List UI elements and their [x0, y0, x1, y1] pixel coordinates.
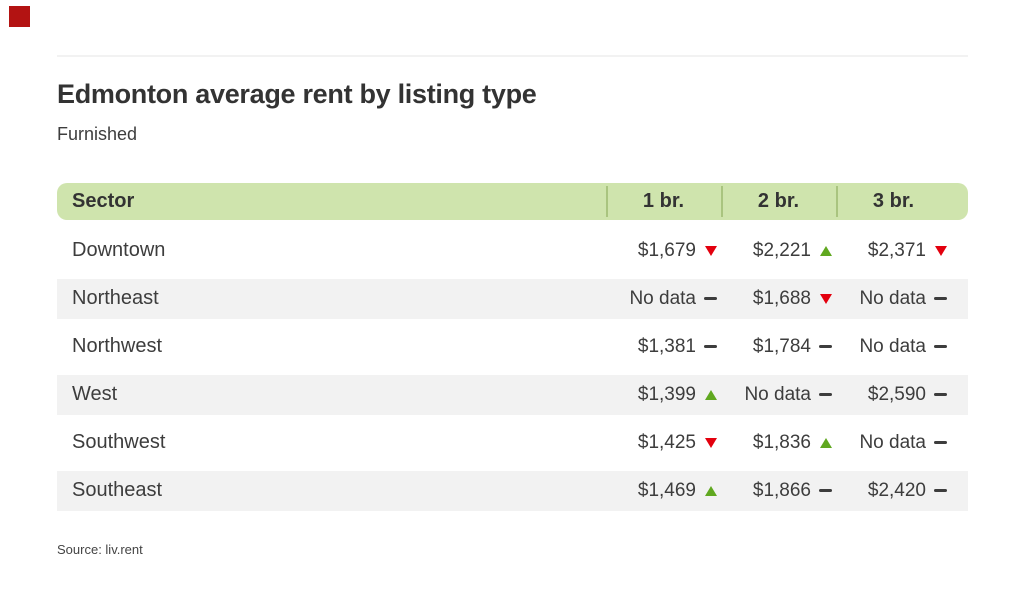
trend-flat-icon — [819, 489, 832, 492]
rent-value: $1,425 — [637, 431, 696, 453]
column-header-2br: 2 br. — [721, 183, 836, 220]
infographic-panel: Edmonton average rent by listing type Fu… — [57, 55, 968, 557]
rent-cell: $2,590 — [836, 375, 951, 415]
rent-cell: No data — [836, 419, 951, 467]
column-header-1br: 1 br. — [606, 183, 721, 220]
table-header-row: Sector 1 br. 2 br. 3 br. — [57, 182, 968, 220]
rent-value: No data — [859, 335, 926, 357]
rent-cell: $1,425 — [606, 419, 721, 467]
rent-value: $1,399 — [637, 383, 696, 405]
rent-table: Sector 1 br. 2 br. 3 br. Downtown $1,679… — [57, 182, 968, 515]
trend-down-icon — [704, 438, 717, 448]
rent-cell: $2,420 — [836, 471, 951, 511]
table-body: Downtown $1,679 $2,221 $2,371 Northeast … — [57, 227, 968, 515]
subtitle: Furnished — [57, 124, 138, 144]
rent-value: $1,688 — [752, 287, 811, 309]
trend-up-icon — [819, 438, 832, 448]
rent-cell: $2,221 — [721, 227, 836, 275]
rent-value: $2,371 — [867, 239, 926, 261]
table-row: Southeast $1,469 $1,866 $2,420 — [57, 466, 968, 515]
trend-flat-icon — [934, 441, 947, 444]
rent-value: $1,469 — [637, 479, 696, 501]
rent-cell: No data — [606, 279, 721, 319]
table-row: Southwest $1,425 $1,836 No data — [57, 419, 968, 467]
rent-value: $2,420 — [867, 479, 926, 501]
page-title: Edmonton average rent by listing type — [57, 79, 537, 109]
trend-up-icon — [704, 486, 717, 496]
trend-down-icon — [934, 246, 947, 256]
rent-cell: $1,688 — [721, 279, 836, 319]
rent-value: No data — [859, 431, 926, 453]
trend-down-icon — [704, 246, 717, 256]
sector-label: Southwest — [72, 431, 166, 454]
rent-cell: $1,381 — [606, 323, 721, 371]
brand-badge — [9, 6, 30, 27]
sector-label: Northeast — [72, 287, 159, 310]
trend-flat-icon — [819, 393, 832, 396]
trend-flat-icon — [819, 345, 832, 348]
rent-value: No data — [629, 287, 696, 309]
table-row: Northwest $1,381 $1,784 No data — [57, 323, 968, 371]
rent-value: $2,221 — [752, 239, 811, 261]
rent-cell: $1,836 — [721, 419, 836, 467]
rent-value: $2,590 — [867, 383, 926, 405]
rent-cell: No data — [721, 375, 836, 415]
rent-value: $1,784 — [752, 335, 811, 357]
trend-flat-icon — [934, 345, 947, 348]
table-row: West $1,399 No data $2,590 — [57, 370, 968, 419]
column-header-sector: Sector — [72, 189, 135, 212]
rent-cell: No data — [836, 279, 951, 319]
trend-up-icon — [819, 246, 832, 256]
trend-flat-icon — [704, 297, 717, 300]
table-row: Northeast No data $1,688 No data — [57, 274, 968, 323]
rent-value: $1,836 — [752, 431, 811, 453]
sector-label: Southeast — [72, 479, 163, 502]
rent-cell: No data — [836, 323, 951, 371]
trend-flat-icon — [704, 345, 717, 348]
trend-flat-icon — [934, 393, 947, 396]
rent-value: No data — [744, 383, 811, 405]
rent-cell: $1,784 — [721, 323, 836, 371]
rent-cell: $1,679 — [606, 227, 721, 275]
column-header-3br: 3 br. — [836, 183, 951, 220]
trend-flat-icon — [934, 297, 947, 300]
trend-flat-icon — [934, 489, 947, 492]
sector-label: Northwest — [72, 335, 163, 358]
trend-up-icon — [704, 390, 717, 400]
sector-label: West — [72, 383, 118, 406]
table-row: Downtown $1,679 $2,221 $2,371 — [57, 227, 968, 275]
rent-value: $1,866 — [752, 479, 811, 501]
sector-label: Downtown — [72, 239, 166, 262]
source-note: Source: liv.rent — [57, 541, 143, 557]
trend-down-icon — [819, 294, 832, 304]
rent-cell: $1,469 — [606, 471, 721, 511]
rent-cell: $1,399 — [606, 375, 721, 415]
rent-cell: $2,371 — [836, 227, 951, 275]
rent-value: No data — [859, 287, 926, 309]
rent-cell: $1,866 — [721, 471, 836, 511]
rent-value: $1,381 — [637, 335, 696, 357]
rent-value: $1,679 — [637, 239, 696, 261]
